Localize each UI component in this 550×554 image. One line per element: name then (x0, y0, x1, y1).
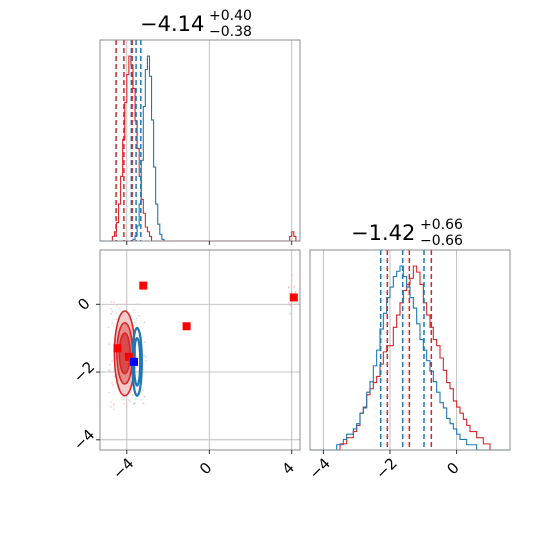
sample-point (112, 404, 115, 407)
scatter-panel: −4 0 4 −4 −2 0 (70, 249, 301, 483)
sample-point (122, 398, 125, 401)
sample-point (289, 312, 292, 315)
hist-red-param2 (310, 265, 510, 451)
title-param2-main: −1.42 (351, 221, 415, 245)
sample-point (136, 365, 139, 368)
sample-point (113, 375, 116, 378)
sample-point (143, 354, 146, 357)
title-param2-sup: +0.66 (420, 217, 463, 233)
sample-point (114, 318, 117, 321)
sample-point (287, 286, 290, 289)
hist-blue-param2 (310, 265, 510, 451)
sample-point (109, 369, 112, 372)
sample-point (142, 402, 145, 405)
y-tick-label: −2 (70, 358, 98, 386)
sample-point (110, 406, 112, 408)
y-tick-label: −4 (70, 426, 98, 454)
x-tick-label: 0 (196, 459, 215, 478)
x-tick-label: −4 (306, 454, 334, 482)
sample-point (108, 391, 110, 394)
x-tick-label: −4 (109, 454, 137, 482)
marker-red-square (289, 293, 298, 302)
sample-point (118, 307, 121, 310)
sample-point (109, 307, 112, 310)
title-param1: −4.14 (140, 12, 204, 36)
histogram-param1-panel (99, 39, 301, 245)
sample-point (122, 303, 125, 306)
axes-frame (99, 249, 301, 451)
sample-point (291, 274, 294, 277)
sample-point (144, 356, 147, 358)
sample-point (111, 384, 114, 386)
sample-point (110, 300, 113, 303)
sample-point (142, 389, 145, 392)
sample-point (137, 334, 140, 337)
sample-point (111, 381, 113, 384)
histogram-param2-panel: −4 −2 0 (306, 249, 511, 483)
sample-point (289, 304, 292, 307)
sample-point (108, 343, 111, 346)
hist-red-param1 (100, 55, 300, 242)
sample-point (135, 398, 137, 401)
sample-point (112, 324, 115, 327)
sample-point (137, 315, 140, 317)
y-tick-label: 0 (74, 294, 93, 313)
title-param1-sub: −0.38 (209, 24, 252, 40)
sample-point (294, 291, 297, 294)
sample-point (116, 304, 118, 307)
sample-point (115, 312, 118, 315)
sample-point (112, 301, 115, 304)
sample-point (143, 395, 146, 398)
sample-point (293, 285, 296, 287)
sample-point (120, 396, 123, 399)
sample-point (107, 369, 110, 372)
marker-blue-square (130, 357, 139, 366)
sample-point (111, 360, 114, 363)
sample-point (293, 286, 296, 289)
marker-red-square (124, 352, 133, 361)
x-tick-label: −2 (372, 454, 400, 482)
sample-point (144, 359, 147, 362)
sample-point (143, 341, 146, 344)
sample-point (112, 408, 115, 411)
sample-point (143, 321, 146, 324)
marker-red-square (182, 322, 191, 331)
title-param1-sup: +0.40 (209, 8, 252, 24)
title-param1-main: −4.14 (140, 12, 204, 36)
sample-point (287, 301, 290, 304)
sample-point (125, 301, 128, 303)
axes-frame (99, 39, 301, 242)
marker-red-square (139, 281, 148, 290)
sample-point (138, 303, 141, 306)
sample-point (111, 322, 114, 325)
sample-point (134, 402, 136, 405)
sample-point (113, 402, 115, 405)
sample-point (135, 317, 138, 320)
marker-red-square (113, 344, 122, 353)
sample-point (125, 405, 128, 408)
sample-point (108, 363, 111, 366)
sample-point (110, 401, 112, 403)
sample-point (135, 356, 138, 359)
title-param2-sub: −0.66 (420, 233, 463, 249)
sample-point (111, 310, 114, 313)
axes-frame (309, 249, 511, 451)
sample-point (127, 399, 130, 401)
sample-point (131, 394, 134, 396)
x-tick-label: 4 (278, 459, 297, 478)
sample-point (134, 321, 136, 324)
x-tick-label: 0 (443, 459, 462, 478)
title-param2: −1.42 (351, 221, 415, 245)
sample-point (123, 402, 126, 405)
sample-point (107, 326, 110, 329)
sample-point (135, 303, 138, 306)
sample-point (109, 312, 112, 315)
sample-point (133, 309, 136, 311)
